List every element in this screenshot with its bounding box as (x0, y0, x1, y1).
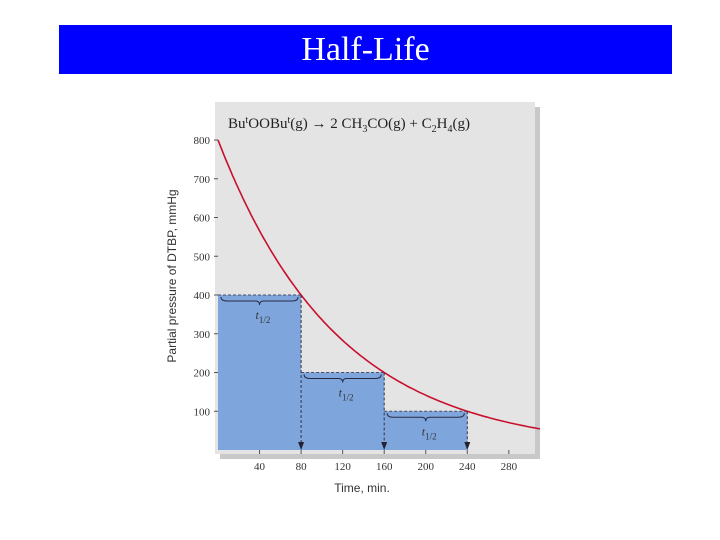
brace-2 (303, 374, 382, 383)
x-tick-label-280: 280 (501, 461, 518, 473)
x-axis-ticks: 40 80 120 160 200 240 280 (254, 450, 518, 473)
x-tick-label-40: 40 (254, 461, 266, 473)
decay-curve (217, 139, 541, 430)
y-tick-label-200: 200 (194, 368, 211, 380)
step-bar-1 (218, 295, 302, 450)
half-life-markers (298, 295, 471, 450)
x-tick-label-160: 160 (376, 461, 393, 473)
y-tick-label-800: 800 (194, 135, 211, 147)
x-axis-label: Time, min. (334, 481, 390, 495)
y-axis-ticks: 100 200 300 400 500 600 700 800 (194, 135, 218, 418)
decay-curve-layer (217, 139, 541, 430)
half-life-braces: t1/2 t1/2 t1/2 (220, 296, 465, 441)
step-bar-2 (301, 372, 385, 450)
half-life-chart: ButOOBut(g) → 2 CH3CO(g) + C2H4(g) t1/2 t… (160, 98, 550, 508)
brace-1 (220, 296, 299, 306)
x-tick-label-80: 80 (296, 461, 308, 473)
x-tick-label-120: 120 (334, 461, 351, 473)
brace-3 (386, 413, 465, 422)
marker-arrow-1 (298, 442, 305, 450)
y-tick-label-400: 400 (194, 290, 211, 302)
marker-arrow-3 (464, 442, 471, 450)
y-axis-label: Partial pressure of DTBP, mmHg (165, 189, 179, 362)
half-life-label-3: t1/2 (422, 424, 437, 441)
y-tick-label-600: 600 (194, 213, 211, 225)
y-tick-label-100: 100 (194, 406, 211, 418)
marker-arrow-2 (381, 442, 388, 450)
x-tick-label-240: 240 (459, 461, 476, 473)
chart-title: ButOOBut(g) → 2 CH3CO(g) + C2H4(g) (228, 115, 470, 135)
slide-title: Half-Life (59, 25, 672, 74)
y-tick-label-300: 300 (194, 329, 211, 341)
x-tick-label-200: 200 (417, 461, 434, 473)
half-life-label-2: t1/2 (339, 386, 354, 403)
half-life-label-1: t1/2 (256, 308, 271, 325)
y-tick-label-500: 500 (194, 251, 211, 263)
y-tick-label-700: 700 (194, 174, 211, 186)
chart-svg: ButOOBut(g) → 2 CH3CO(g) + C2H4(g) t1/2t… (165, 102, 541, 495)
